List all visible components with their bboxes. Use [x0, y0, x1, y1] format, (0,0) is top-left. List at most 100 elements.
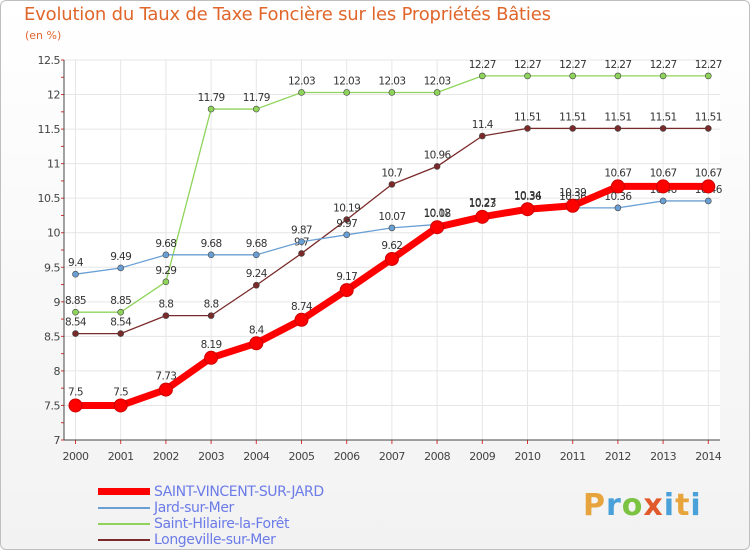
- legend-label-saint-hilaire: Saint-Hilaire-la-Forêt: [154, 516, 290, 532]
- data-point-saint-hilaire-la-for-t: [343, 89, 351, 96]
- y-tick-label: 9: [54, 296, 61, 309]
- data-point-longeville-sur-mer: [478, 132, 486, 140]
- data-label-longeville-sur-mer: 11.51: [695, 111, 722, 123]
- y-tick-label: 8: [54, 365, 61, 378]
- data-label-jard-sur-mer: 10.27: [469, 197, 496, 209]
- data-point-jard-sur-mer: [388, 224, 396, 232]
- logo-letter: P: [583, 488, 606, 523]
- y-tick-label: 7.5: [44, 399, 60, 412]
- data-label-saint-hilaire-la-for-t: 12.27: [469, 59, 496, 71]
- data-label-saint-vincent-sur-jard: 10.67: [695, 167, 722, 179]
- data-label-saint-vincent-sur-jard: 8.19: [201, 339, 222, 351]
- data-point-saint-hilaire-la-for-t: [569, 72, 577, 80]
- legend-label-longeville: Longeville-sur-Mer: [154, 532, 276, 548]
- proxiti-logo: Proxiti: [583, 488, 702, 523]
- data-label-saint-vincent-sur-jard: 7.5: [68, 386, 83, 398]
- data-point-saint-hilaire-la-for-t: [117, 308, 124, 316]
- data-point-longeville-sur-mer: [117, 330, 124, 337]
- data-point-longeville-sur-mer: [614, 125, 622, 132]
- y-tick-label: 7: [54, 434, 61, 447]
- data-label-saint-vincent-sur-jard: 7.5: [113, 386, 128, 398]
- data-point-jard-sur-mer: [659, 197, 667, 205]
- data-label-saint-vincent-sur-jard: 10.39: [559, 187, 586, 199]
- data-label-jard-sur-mer: 9.68: [246, 238, 267, 250]
- data-label-longeville-sur-mer: 10.7: [381, 167, 402, 179]
- x-tick-label: 2004: [243, 450, 269, 463]
- data-label-saint-hilaire-la-for-t: 11.79: [198, 92, 225, 104]
- legend-item-jard: Jard-sur-Mer: [98, 500, 428, 516]
- data-point-saint-vincent-sur-jard: [113, 398, 128, 413]
- legend-swatch-longeville: [98, 539, 150, 541]
- legend-item-saint-hilaire: Saint-Hilaire-la-Forêt: [98, 516, 428, 532]
- data-label-saint-vincent-sur-jard: 10.34: [514, 190, 542, 202]
- data-label-longeville-sur-mer: 11.51: [604, 111, 631, 123]
- data-label-jard-sur-mer: 9.4: [68, 257, 84, 269]
- data-label-longeville-sur-mer: 11.4: [472, 119, 494, 131]
- data-label-saint-vincent-sur-jard: 10.08: [424, 208, 451, 220]
- data-point-saint-vincent-sur-jard: [520, 202, 535, 217]
- y-tick-label: 12.5: [38, 54, 61, 67]
- data-label-saint-hilaire-la-for-t: 12.27: [650, 59, 677, 71]
- chart-title: Evolution du Taux de Taxe Foncière sur l…: [24, 4, 551, 25]
- data-point-saint-hilaire-la-for-t: [478, 72, 486, 80]
- data-label-saint-vincent-sur-jard: 10.67: [604, 167, 631, 179]
- logo-letter: i: [690, 488, 702, 523]
- legend-label-saint-vincent: SAINT-VINCENT-SUR-JARD: [154, 484, 324, 500]
- data-point-saint-hilaire-la-for-t: [524, 72, 531, 80]
- data-label-saint-hilaire-la-for-t: 12.27: [604, 59, 631, 71]
- data-point-saint-hilaire-la-for-t: [252, 105, 260, 113]
- data-point-longeville-sur-mer: [433, 163, 441, 170]
- x-tick-label: 2001: [108, 450, 134, 463]
- data-point-jard-sur-mer: [162, 251, 170, 259]
- x-tick-label: 2000: [63, 450, 89, 463]
- data-point-jard-sur-mer: [207, 251, 215, 259]
- y-tick-label: 11: [47, 158, 60, 171]
- data-point-jard-sur-mer: [298, 238, 305, 246]
- data-label-longeville-sur-mer: 10.96: [424, 149, 452, 161]
- data-point-saint-vincent-sur-jard: [475, 209, 490, 224]
- data-point-saint-hilaire-la-for-t: [659, 72, 667, 80]
- legend-item-saint-vincent: SAINT-VINCENT-SUR-JARD: [98, 484, 428, 500]
- x-tick-label: 2014: [695, 450, 721, 463]
- data-label-jard-sur-mer: 9.87: [291, 225, 312, 237]
- x-tick-label: 2011: [560, 450, 586, 463]
- data-label-longeville-sur-mer: 8.8: [204, 299, 219, 311]
- data-point-saint-vincent-sur-jard: [249, 336, 264, 351]
- data-point-jard-sur-mer: [343, 231, 351, 239]
- legend-swatch-saint-hilaire: [98, 523, 150, 525]
- data-point-saint-hilaire-la-for-t: [433, 89, 441, 96]
- data-label-longeville-sur-mer: 9.24: [246, 268, 268, 280]
- y-tick-label: 9.5: [44, 261, 60, 274]
- data-point-saint-hilaire-la-for-t: [162, 278, 170, 286]
- data-label-longeville-sur-mer: 8.54: [110, 317, 132, 329]
- data-label-saint-hilaire-la-for-t: 12.03: [288, 75, 315, 87]
- data-label-jard-sur-mer: 9.97: [336, 218, 357, 230]
- data-point-saint-vincent-sur-jard: [701, 179, 716, 194]
- data-point-saint-vincent-sur-jard: [68, 398, 83, 413]
- x-tick-label: 2002: [153, 450, 179, 463]
- data-point-longeville-sur-mer: [207, 312, 215, 319]
- data-point-saint-hilaire-la-for-t: [298, 89, 305, 96]
- data-label-saint-hilaire-la-for-t: 12.03: [378, 75, 405, 87]
- x-tick-label: 2009: [469, 450, 495, 463]
- data-label-saint-vincent-sur-jard: 8.4: [249, 324, 265, 336]
- data-point-saint-vincent-sur-jard: [384, 251, 399, 266]
- x-tick-label: 2005: [289, 450, 315, 463]
- data-label-jard-sur-mer: 9.68: [201, 238, 222, 250]
- data-point-saint-hilaire-la-for-t: [614, 72, 622, 80]
- data-point-longeville-sur-mer: [343, 216, 351, 223]
- data-label-longeville-sur-mer: 11.51: [514, 111, 541, 123]
- data-point-longeville-sur-mer: [569, 125, 577, 132]
- data-label-saint-vincent-sur-jard: 9.62: [381, 240, 402, 252]
- data-point-saint-vincent-sur-jard: [610, 179, 625, 194]
- x-tick-label: 2010: [515, 450, 541, 463]
- data-point-jard-sur-mer: [252, 251, 260, 259]
- data-point-saint-hilaire-la-for-t: [207, 105, 215, 113]
- data-point-saint-vincent-sur-jard: [656, 179, 671, 194]
- logo-letter: o: [621, 488, 644, 523]
- data-label-saint-vincent-sur-jard: 10.23: [469, 198, 496, 210]
- data-point-saint-hilaire-la-for-t: [388, 89, 396, 96]
- data-label-saint-hilaire-la-for-t: 12.03: [333, 75, 360, 87]
- data-label-saint-hilaire-la-for-t: 12.27: [695, 59, 722, 71]
